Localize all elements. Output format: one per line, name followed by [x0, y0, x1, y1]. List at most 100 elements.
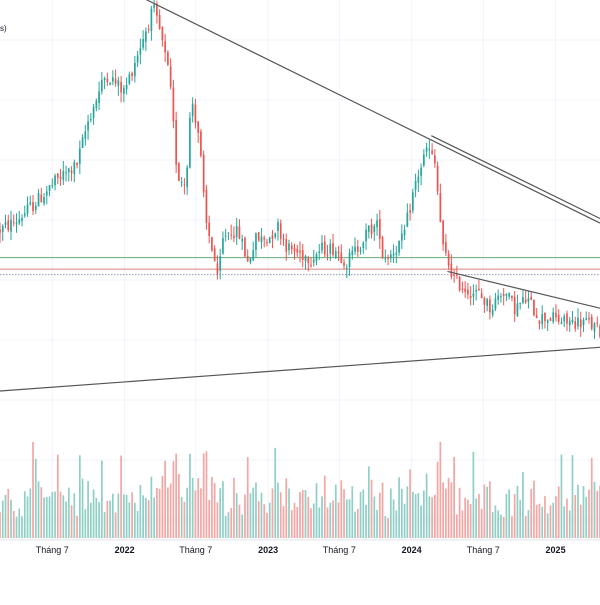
volume-bar [315, 483, 318, 538]
candle-body [158, 15, 161, 29]
volume-bar [78, 455, 81, 538]
volume-bar [585, 496, 588, 538]
volume-bar [458, 487, 461, 538]
volume-bar [301, 489, 304, 538]
volume-bar [34, 458, 37, 538]
volume-bar [40, 487, 43, 538]
candle-body [244, 237, 246, 257]
volume-bar [290, 510, 293, 538]
volume-bar [59, 491, 62, 538]
trendline [0, 346, 600, 392]
candle-body [387, 257, 389, 259]
candle-body [205, 189, 208, 223]
candle-body [208, 222, 211, 237]
volume-bar [136, 510, 139, 538]
candle-body [434, 155, 436, 164]
candle-body [585, 318, 588, 321]
candle-body [288, 243, 290, 251]
candle-body [15, 222, 18, 224]
volume-bar [571, 455, 574, 538]
volume-bar [400, 488, 403, 538]
volume-bar [337, 502, 340, 538]
candle-body [577, 317, 579, 327]
candle-body [89, 118, 92, 121]
candle-body [117, 80, 120, 86]
candle-body [106, 78, 109, 83]
volume-bar [238, 504, 241, 538]
volume-bar [249, 493, 252, 538]
volume-bar [54, 491, 56, 538]
volume-bar [511, 516, 513, 538]
volume-bar [445, 488, 447, 538]
volume-bar [4, 494, 7, 538]
candle-body [40, 194, 43, 203]
volume-bar [150, 476, 153, 538]
volume-bar [197, 478, 200, 538]
candle-body [478, 288, 480, 291]
candle-body [557, 314, 560, 322]
volume-bar [491, 511, 494, 538]
x-tick-label: 2024 [402, 545, 422, 555]
volume-bar [172, 461, 175, 538]
volume-bar [98, 502, 100, 538]
volume-bar [453, 456, 455, 538]
volume-bar [145, 497, 147, 538]
volume-bar [87, 481, 89, 538]
candle-body [34, 205, 37, 210]
volume-bar [464, 497, 466, 538]
candle-body [147, 28, 150, 30]
volume-bar [244, 494, 246, 538]
candle-body [467, 289, 469, 295]
candle-body [354, 246, 356, 252]
volume-bar [392, 499, 395, 538]
volume-bar [224, 516, 227, 538]
candle-body [513, 296, 516, 315]
candle-body [373, 225, 376, 233]
candle-body [246, 255, 249, 262]
candle-body [574, 321, 577, 329]
candle-body [200, 131, 202, 156]
volume-bar [175, 453, 177, 538]
candle-body [486, 298, 489, 307]
volume-bar [103, 511, 106, 538]
volume-bar [161, 476, 164, 538]
volume-bar [202, 453, 205, 538]
candle-body [456, 274, 458, 276]
candle-body [136, 55, 139, 63]
candle-body [546, 320, 549, 323]
volume-bar [153, 497, 155, 538]
candle-body [549, 318, 552, 321]
volume-bar [312, 503, 315, 538]
volume-bar [81, 478, 84, 538]
candle-body [447, 253, 450, 266]
volume-bar [246, 457, 249, 538]
candle-body [480, 293, 483, 298]
candle-body [359, 250, 362, 252]
volume-bar [566, 498, 568, 538]
volume-bar [546, 513, 549, 538]
candle-body [566, 313, 568, 324]
candle-body [274, 233, 277, 238]
volume-bar [252, 487, 255, 538]
volume-bar [497, 510, 500, 538]
candle-body [563, 316, 566, 322]
x-tick-label: Tháng 7 [467, 545, 500, 555]
volume-bar [18, 508, 21, 538]
candle-body [230, 234, 233, 236]
volume-bar [123, 494, 125, 538]
candle-body [45, 191, 48, 196]
volume-bar [367, 466, 370, 538]
candle-body [18, 219, 21, 224]
volume-bar [266, 512, 268, 538]
volume-bar [486, 486, 489, 538]
candle-body [216, 263, 219, 274]
candle-body [194, 104, 197, 123]
candle-body [568, 320, 571, 326]
volume-bar [423, 490, 425, 538]
candle-body [442, 220, 444, 245]
candle-body [378, 219, 381, 239]
candle-body [76, 162, 78, 166]
candle-body [588, 317, 590, 320]
candle-body [403, 229, 406, 236]
